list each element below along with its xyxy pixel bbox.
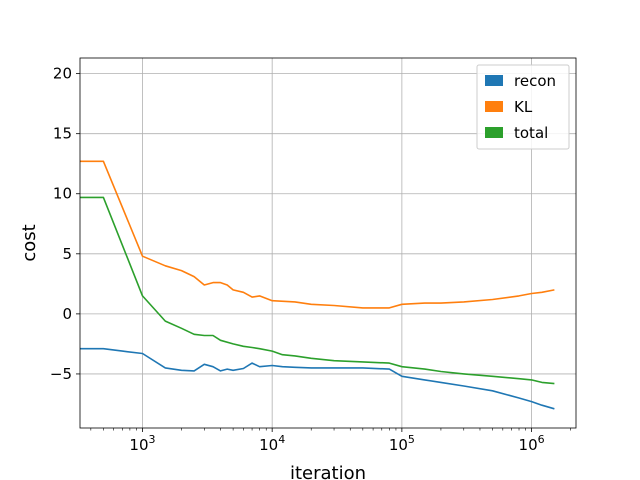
legend-swatch-recon — [485, 75, 503, 86]
x-tick-label: 106 — [519, 433, 545, 454]
x-axis-title: iteration — [290, 463, 366, 480]
legend-swatch-KL — [485, 101, 503, 112]
series-line-recon — [80, 347, 555, 410]
x-tick-label: 104 — [259, 433, 285, 454]
x-tick-label: 103 — [129, 433, 155, 454]
legend: recon KL total — [476, 64, 570, 150]
series-line-total — [80, 196, 555, 385]
legend-label-total: total — [514, 124, 548, 142]
y-tick-label: 10 — [53, 185, 72, 203]
legend-label-KL: KL — [514, 98, 533, 116]
legend-swatch-total — [485, 127, 503, 138]
y-axis-title: cost — [19, 224, 40, 261]
plot-frame — [79, 57, 577, 429]
y-tick-label: 0 — [62, 305, 72, 323]
y-ticks: −5 0 5 10 15 20 — [50, 65, 80, 383]
y-tick-label: 5 — [62, 245, 72, 263]
y-tick-label: 15 — [53, 125, 72, 143]
series-layer — [80, 160, 555, 410]
grid — [80, 58, 576, 428]
x-tick-label: 105 — [389, 433, 415, 454]
legend-label-recon: recon — [514, 72, 556, 90]
y-tick-label: −5 — [50, 365, 72, 383]
series-line-KL — [80, 160, 555, 309]
x-ticks: 103 104 105 106 — [90, 428, 571, 454]
y-tick-label: 20 — [53, 65, 72, 83]
